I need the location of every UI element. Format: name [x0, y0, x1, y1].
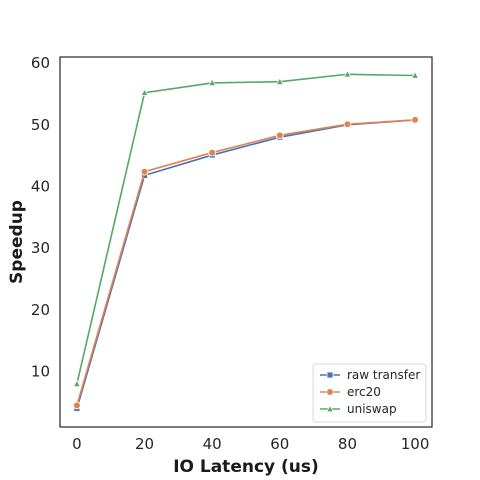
series-erc20 — [73, 116, 419, 410]
x-tick-label: 20 — [135, 435, 154, 453]
data-point-uniswap — [140, 88, 149, 96]
y-tick-label: 20 — [31, 301, 50, 319]
legend-marker-raw-transfer — [326, 371, 334, 379]
data-point-uniswap — [275, 77, 284, 85]
x-tick-label: 100 — [401, 435, 430, 453]
legend-item-raw-transfer: raw transfer — [320, 368, 420, 382]
y-tick-label: 10 — [31, 363, 50, 381]
series-uniswap — [72, 69, 420, 388]
legend-marker-erc20 — [326, 388, 334, 396]
data-point-erc20 — [73, 401, 81, 410]
x-tick-label: 80 — [338, 435, 357, 453]
plot-frame — [59, 56, 433, 428]
x-tick-label: 40 — [203, 435, 222, 453]
data-point-uniswap — [72, 379, 81, 388]
axis-ticks: 0 20 40 60 80 100 10 20 30 40 50 60 — [31, 54, 430, 453]
y-tick-label: 30 — [31, 239, 50, 257]
series-line-erc20 — [76, 119, 416, 406]
data-point-uniswap — [343, 69, 352, 78]
legend: raw transfer erc20 uniswap — [312, 363, 427, 423]
y-tick-label: 40 — [31, 178, 50, 196]
legend-label-erc20: erc20 — [347, 385, 381, 399]
plot-marks — [72, 69, 420, 412]
legend-item-uniswap: uniswap — [320, 402, 397, 416]
legend-marker-uniswap — [325, 404, 335, 413]
legend-label-raw-transfer: raw transfer — [347, 368, 420, 382]
legend-label-uniswap: uniswap — [347, 402, 397, 416]
data-point-uniswap — [411, 71, 420, 79]
data-point-erc20 — [343, 120, 352, 129]
data-point-erc20 — [208, 148, 216, 157]
x-axis-title: IO Latency (us) — [173, 457, 319, 477]
data-point-uniswap — [208, 78, 217, 87]
legend-item-erc20: erc20 — [320, 385, 381, 399]
data-point-erc20 — [140, 167, 149, 176]
series-line-uniswap — [76, 73, 416, 385]
data-point-erc20 — [411, 116, 419, 124]
x-tick-label: 60 — [270, 435, 289, 453]
legend-box — [312, 363, 427, 423]
y-axis-title: Speedup — [7, 200, 27, 284]
y-tick-label: 60 — [31, 54, 50, 72]
x-tick-label: 0 — [72, 435, 82, 453]
y-tick-label: 50 — [31, 116, 50, 134]
data-point-erc20 — [276, 131, 284, 140]
